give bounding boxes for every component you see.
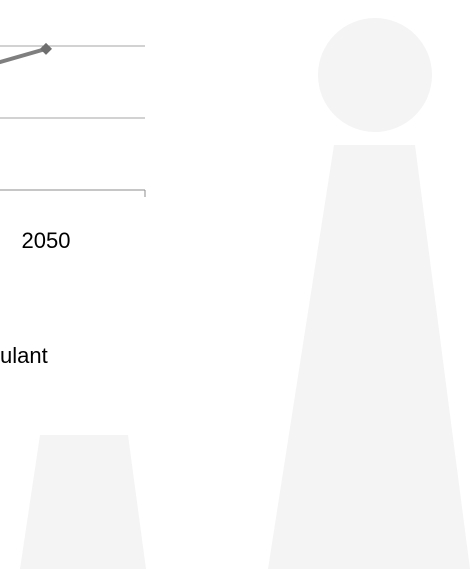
series-line — [0, 46, 47, 65]
watermark-shape — [20, 435, 146, 569]
watermark — [20, 18, 470, 569]
x-tick-label: 2050 — [22, 228, 71, 253]
plot-area: 2050 ulant — [0, 42, 146, 368]
watermark-shape — [268, 145, 470, 569]
legend-label: ulant — [0, 343, 48, 368]
watermark-circle — [318, 18, 432, 132]
data-point — [40, 42, 52, 55]
